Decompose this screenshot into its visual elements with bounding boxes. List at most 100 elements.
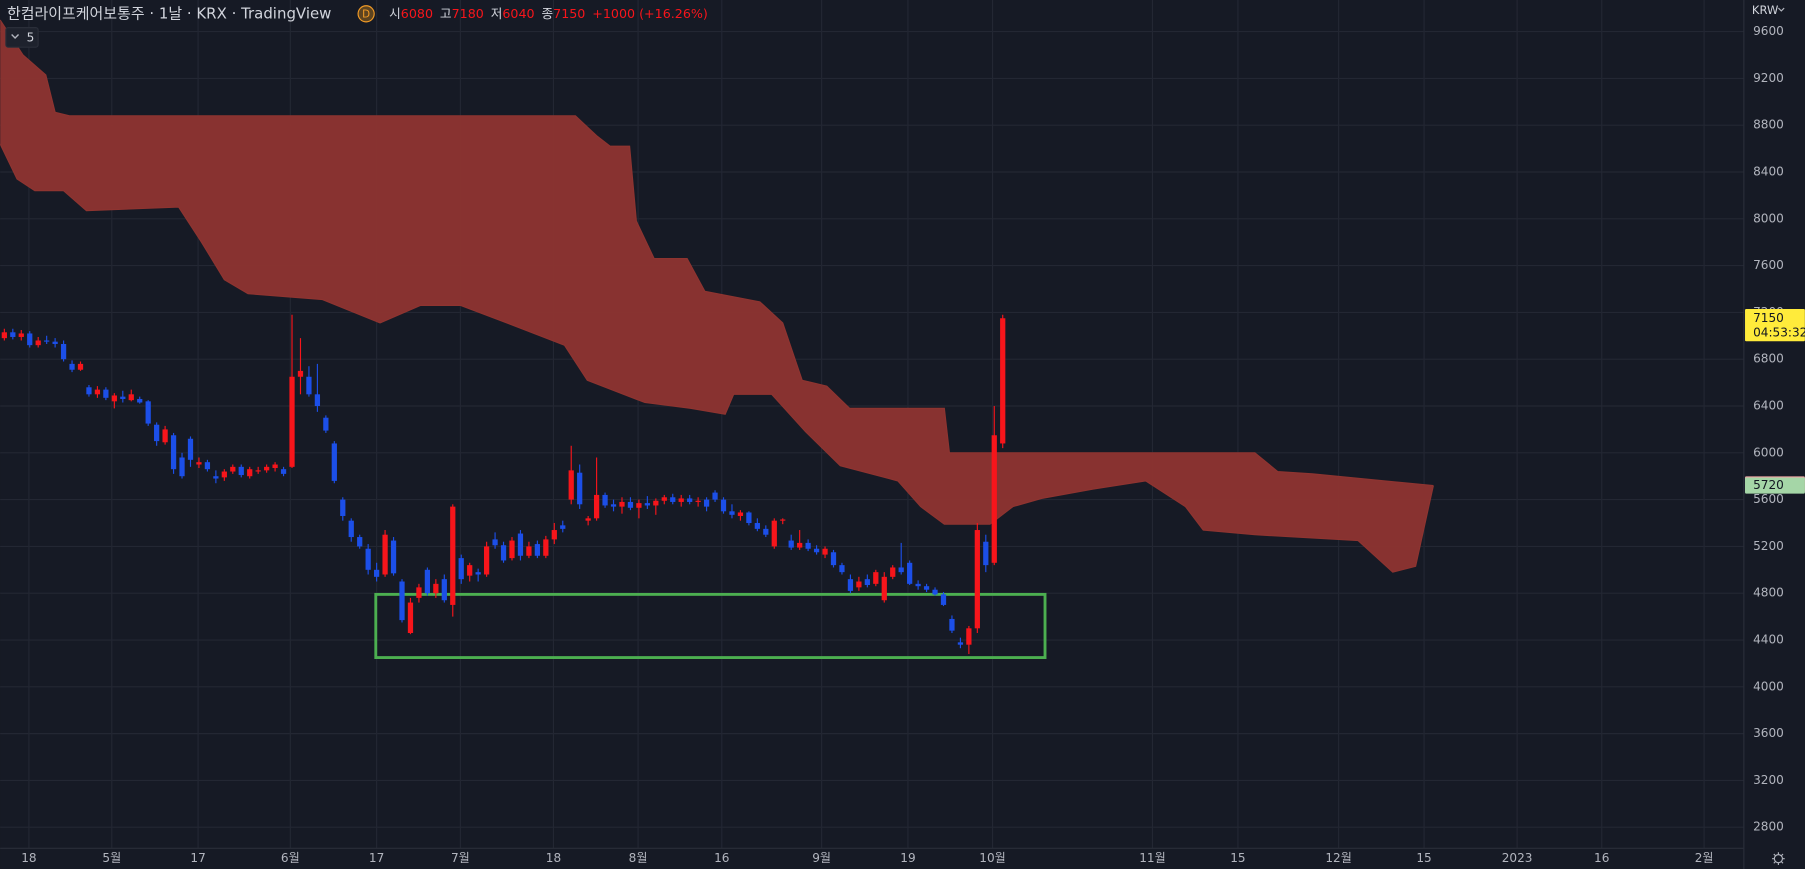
candle-body	[619, 501, 625, 507]
price-label: 5720	[1753, 478, 1784, 492]
y-tick-label: 4000	[1753, 679, 1784, 693]
candle-body	[991, 435, 997, 563]
candle-body	[77, 363, 84, 370]
indicator-toggle[interactable]: 5	[5, 27, 39, 48]
candle-body	[230, 466, 236, 472]
candle-body	[830, 552, 837, 566]
x-tick-label: 10월	[979, 851, 1005, 865]
candle-body	[374, 569, 380, 577]
candle-body	[780, 519, 786, 521]
candle-body	[357, 537, 363, 547]
candle-body	[1000, 318, 1006, 444]
candle-body	[280, 469, 287, 474]
ohlc-label: 저	[491, 5, 503, 20]
indicator-toggle-bg[interactable]	[5, 27, 39, 48]
ohlc-value: 6080	[401, 5, 433, 20]
candle-body	[644, 503, 650, 506]
candle-body	[348, 520, 354, 538]
candle-body	[746, 512, 752, 524]
candle-body	[365, 548, 371, 570]
indicator-count[interactable]: 5	[27, 30, 35, 44]
candle-body	[940, 594, 947, 605]
price-label-bg	[1745, 477, 1805, 494]
y-tick-label: 8400	[1753, 164, 1784, 178]
candle-body	[467, 565, 473, 576]
x-tick-label: 7월	[451, 851, 470, 865]
currency[interactable]: KRW	[1752, 3, 1778, 17]
candle-body	[306, 376, 312, 395]
candle-body	[797, 542, 803, 548]
y-tick-label: 3600	[1753, 726, 1784, 740]
candle-body	[754, 523, 760, 529]
price-label-bg	[1745, 309, 1805, 342]
ohlc-value: 7150	[553, 5, 585, 20]
candle-body	[695, 500, 701, 502]
candle-body	[517, 533, 524, 556]
ohlc-value: 6040	[502, 5, 534, 20]
candle-body	[69, 363, 75, 370]
candle-body	[204, 462, 211, 470]
candle-body	[543, 539, 549, 556]
candle-body	[272, 464, 278, 469]
y-tick-label: 9200	[1753, 71, 1784, 85]
axes: 2800 3200 3600 4000 4400 4800 5200 5600 6000 6400…	[21, 24, 1805, 865]
candle-body	[788, 540, 794, 548]
candle-body	[213, 476, 219, 479]
candle-body	[966, 628, 972, 645]
candle-body	[441, 579, 447, 601]
interval-badge-bg	[357, 5, 375, 23]
x-tick-label: 11월	[1139, 851, 1165, 865]
x-tick-label: 19	[900, 851, 915, 865]
candle-body	[712, 492, 718, 500]
candle-body	[873, 572, 879, 584]
y-tick-label: 5600	[1753, 492, 1784, 506]
candle-body	[399, 581, 405, 621]
candle-body	[729, 511, 735, 515]
candle-body	[94, 389, 101, 395]
candle-body	[974, 530, 980, 629]
candle-body	[221, 471, 227, 478]
y-tick-label: 2800	[1753, 820, 1784, 834]
x-tick-label: 17	[190, 851, 205, 865]
candle-body	[653, 500, 659, 506]
settings-button[interactable]	[1772, 852, 1785, 865]
candle-body	[678, 498, 684, 502]
x-tick-label: 15	[1230, 851, 1245, 865]
candle-body	[983, 541, 989, 566]
candle-body	[433, 583, 439, 594]
x-tick-label: 2023	[1502, 851, 1533, 865]
candle-body	[323, 417, 329, 431]
candle-body	[238, 466, 244, 476]
y-tick-label: 9600	[1753, 24, 1784, 38]
candle-body	[509, 540, 515, 559]
candle-body	[416, 587, 422, 598]
legend-header: 한컴라이프케어보통주 · 1날 · KRX · TradingView D 시6…	[7, 4, 708, 23]
candle-body	[805, 542, 811, 549]
candle-body	[856, 581, 862, 588]
candle-body	[923, 586, 930, 590]
x-tick-label: 2월	[1695, 851, 1714, 865]
y-tick-label: 5200	[1753, 539, 1784, 553]
candle-body	[18, 333, 24, 337]
candle-body	[898, 567, 904, 573]
candle-body	[264, 466, 270, 471]
candle-body	[864, 579, 870, 586]
x-tick-label: 16	[714, 851, 729, 865]
candle-body	[492, 539, 498, 546]
candle-body	[720, 499, 727, 512]
candle-body	[162, 429, 168, 443]
candle-body	[382, 534, 388, 575]
candle-body	[137, 398, 143, 403]
symbol-title: 한컴라이프케어보통주 · 1날 · KRX · TradingView	[7, 4, 331, 22]
candle-body	[314, 394, 321, 407]
x-tick-label: 16	[1594, 851, 1609, 865]
candle-body	[297, 370, 304, 377]
y-tick-label: 8000	[1753, 211, 1784, 225]
candle-body	[585, 518, 591, 521]
y-tick-label: 3200	[1753, 773, 1784, 787]
candle-body	[907, 562, 913, 584]
candle-body	[52, 341, 58, 344]
candle-body	[450, 506, 456, 605]
ohlc-label: 종	[541, 5, 553, 20]
currency-selector[interactable]: KRW	[1752, 3, 1785, 17]
